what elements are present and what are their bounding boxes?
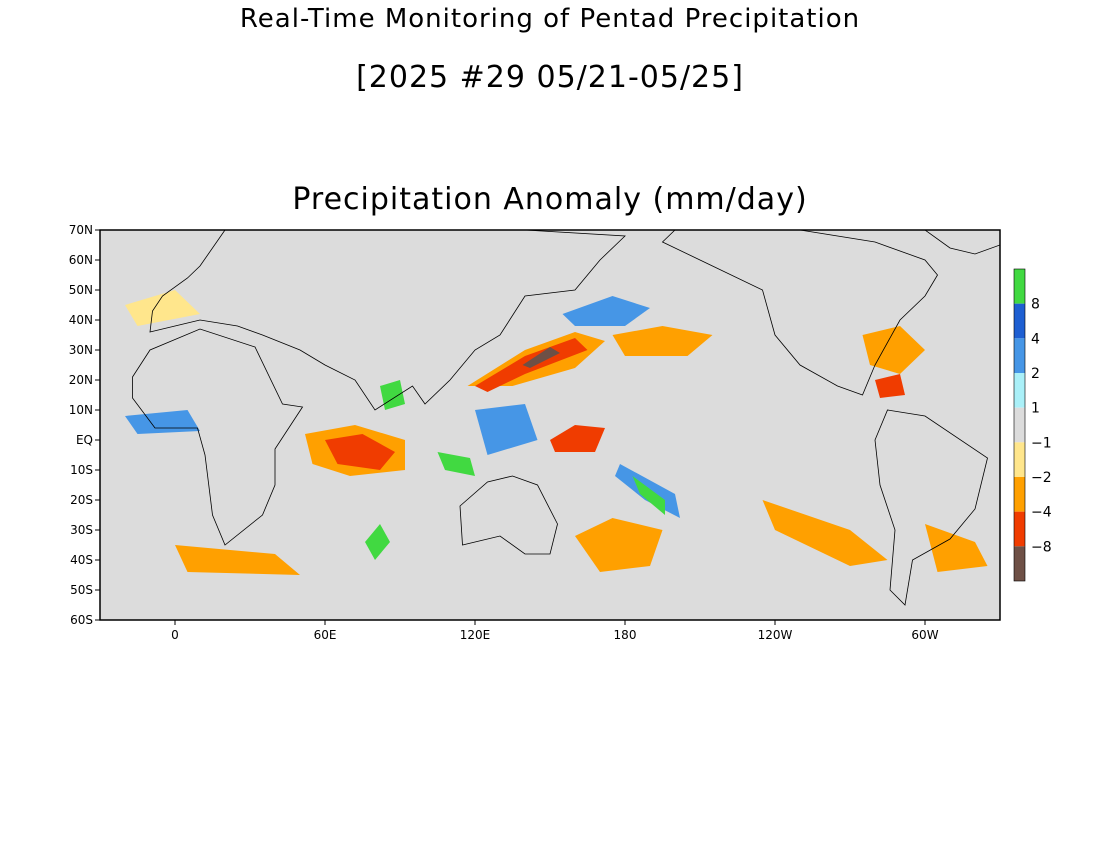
anomaly-region-spcz-wet-core bbox=[632, 476, 665, 515]
coastline-north-america bbox=[661, 230, 938, 396]
lat-tick-label: 40N bbox=[69, 313, 93, 327]
colorbar-bin bbox=[1014, 269, 1025, 304]
colorbar-bin bbox=[1014, 546, 1025, 581]
anomaly-region-sw-pacific-dry bbox=[575, 518, 663, 572]
lat-tick-label: EQ bbox=[76, 433, 93, 447]
colorbar-bin bbox=[1014, 442, 1025, 477]
anomaly-region-caribbean-dry bbox=[875, 374, 905, 398]
colorbar-label: 2 bbox=[1031, 366, 1040, 382]
map-frame bbox=[99, 229, 1001, 621]
anomaly-region-north-pacific-wet bbox=[562, 296, 650, 326]
colorbar-bin bbox=[1014, 338, 1025, 373]
colorbar-label: −4 bbox=[1031, 505, 1052, 521]
lon-tick-label: 180 bbox=[614, 628, 637, 642]
colorbar-label: 4 bbox=[1031, 331, 1040, 347]
lat-tick-label: 70N bbox=[69, 223, 93, 237]
anomaly-region-equatorial-pacific-dry bbox=[550, 425, 605, 452]
lat-tick-label: 20N bbox=[69, 373, 93, 387]
lon-tick-label: 60E bbox=[314, 628, 337, 642]
lat-tick-label: 20S bbox=[70, 493, 93, 507]
anomaly-region-central-pacific-dry bbox=[612, 326, 713, 356]
lat-tick-label: 30N bbox=[69, 343, 93, 357]
coastline-eurasia bbox=[149, 230, 626, 411]
lon-tick-label: 60W bbox=[911, 628, 938, 642]
latitude-axis: 70N 60N 50N 40N 30N 20N 10N EQ 10S 20S 30S 40S 50S 60… bbox=[69, 223, 100, 627]
anomaly-region-west-pacific-wet bbox=[475, 404, 538, 455]
colorbar-label: 8 bbox=[1031, 297, 1040, 313]
lon-tick-label: 120W bbox=[758, 628, 793, 642]
coastline-africa bbox=[132, 328, 304, 546]
longitude-axis: 0 60E 120E 180 120W 60W bbox=[171, 620, 939, 642]
lat-tick-label: 10S bbox=[70, 463, 93, 477]
coastline-layer bbox=[132, 230, 1000, 606]
colorbar-bin bbox=[1014, 477, 1025, 512]
colorbar-label: −8 bbox=[1031, 539, 1052, 555]
panel-title: Precipitation Anomaly (mm/day) bbox=[292, 182, 808, 217]
colorbar-frame bbox=[1013, 268, 1026, 582]
colorbar-label: −1 bbox=[1031, 435, 1052, 451]
colorbar-label: 1 bbox=[1031, 401, 1040, 417]
anomaly-region-south-indian-wet bbox=[365, 524, 390, 560]
anomaly-layer bbox=[125, 290, 988, 575]
lat-tick-label: 10N bbox=[69, 403, 93, 417]
lon-tick-label: 120E bbox=[460, 628, 491, 642]
colorbar: 8 4 2 1 −1 −2 −4 −8 bbox=[1013, 268, 1052, 582]
coastline-greenland bbox=[924, 230, 1000, 255]
anomaly-region-europe-dry bbox=[125, 290, 200, 326]
lat-tick-label: 30S bbox=[70, 523, 93, 537]
main-title: Real-Time Monitoring of Pentad Precipita… bbox=[239, 4, 861, 34]
lat-tick-label: 60N bbox=[69, 253, 93, 267]
lat-tick-label: 60S bbox=[70, 613, 93, 627]
anomaly-region-atlantic-south-dry bbox=[175, 545, 300, 575]
anomaly-region-maritime-wet bbox=[437, 452, 475, 476]
colorbar-bin bbox=[1014, 373, 1025, 408]
coastline-australia bbox=[459, 475, 558, 555]
anomaly-region-indian-ocean-core bbox=[325, 434, 395, 470]
coastline-south-america bbox=[874, 409, 988, 606]
lat-tick-label: 40S bbox=[70, 553, 93, 567]
anomaly-region-south-pacific-east-dry bbox=[762, 500, 888, 566]
lat-tick-label: 50N bbox=[69, 283, 93, 297]
colorbar-bin bbox=[1014, 303, 1025, 339]
lat-tick-label: 50S bbox=[70, 583, 93, 597]
colorbar-label: −2 bbox=[1031, 470, 1052, 486]
colorbar-bin bbox=[1014, 511, 1025, 547]
period-title: [2025 #29 05/21-05/25] bbox=[356, 60, 744, 95]
anomaly-region-nw-pacific-extreme bbox=[522, 347, 560, 368]
colorbar-bin bbox=[1014, 407, 1025, 443]
lon-tick-label: 0 bbox=[171, 628, 179, 642]
anomaly-region-us-east-dry bbox=[862, 326, 925, 374]
anomaly-region-south-atlantic-dry bbox=[925, 524, 988, 572]
